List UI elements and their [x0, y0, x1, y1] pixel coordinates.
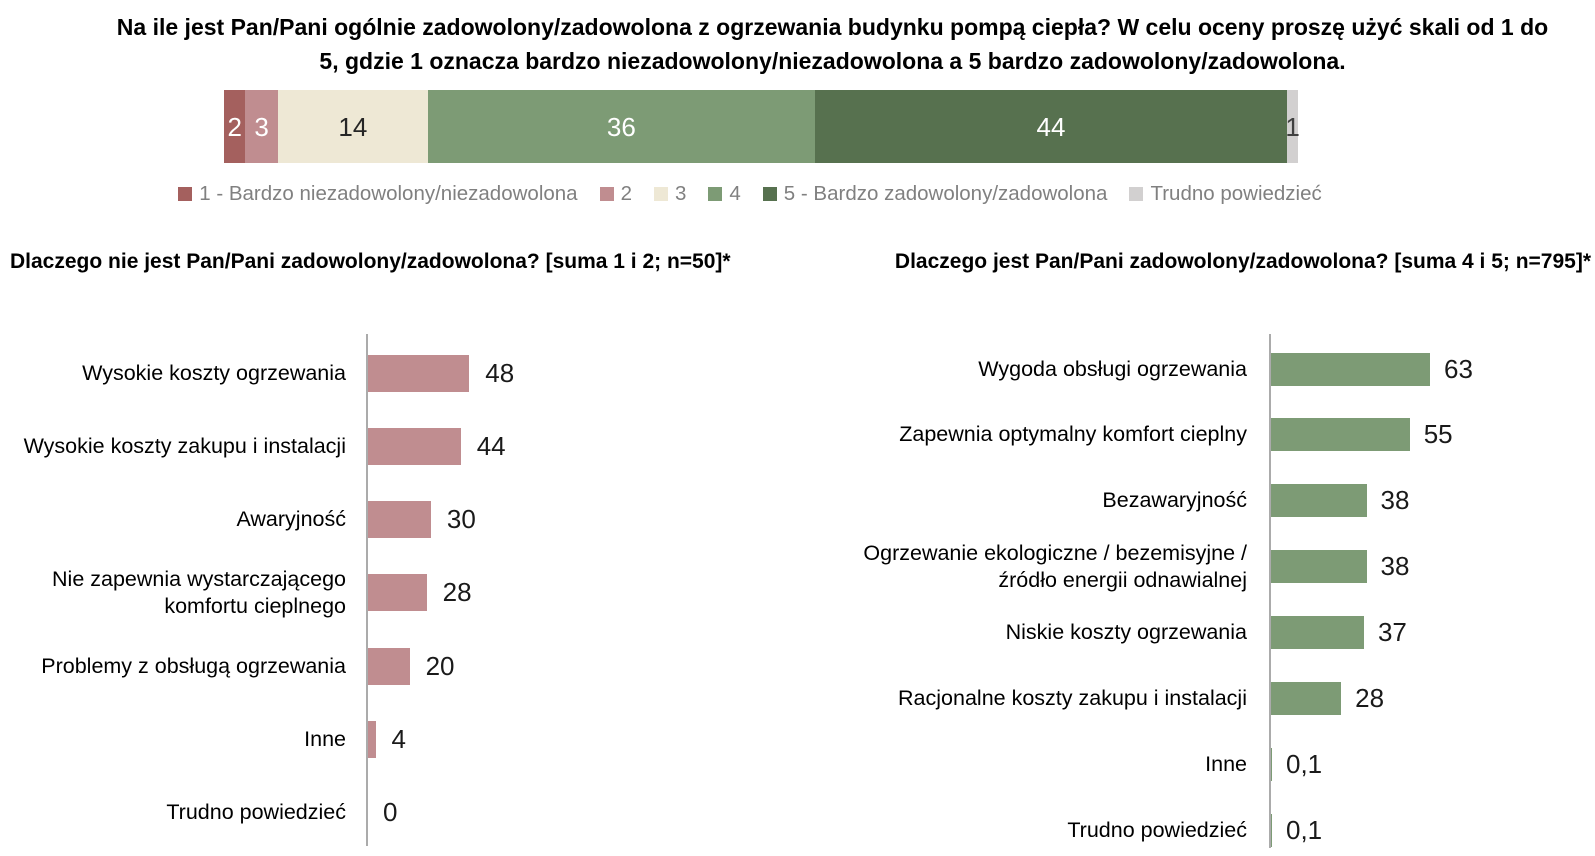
legend-swatch [1129, 187, 1144, 201]
value-label: 38 [1380, 551, 1410, 582]
category-label: Zapewnia optymalny komfort cieplny [899, 422, 1247, 447]
legend-swatch [653, 187, 668, 201]
legend-label: Trudno powiedzieć [1150, 182, 1322, 205]
legend-item: Trudno powiedzieć [1129, 182, 1322, 206]
value-label: 55 [1423, 419, 1453, 450]
y-axis-line [366, 334, 368, 846]
bar-row: Ogrzewanie ekologiczne / bezemisyjne / ź… [0, 535, 1595, 599]
bar [1270, 418, 1410, 452]
legend-item: 5 - Bardzo zadowolony/zadowolona [762, 182, 1108, 206]
value-label: 0,1 [1286, 748, 1323, 779]
bar-row: Trudno powiedzieć 0,1 [0, 798, 1595, 856]
legend-label: 4 [729, 182, 741, 205]
value-label: 37 [1377, 617, 1407, 648]
value-label: 38 [1380, 485, 1410, 516]
bar [367, 647, 410, 685]
bar-row: Nie zapewnia wystarczającego komfortu ci… [0, 557, 1595, 629]
y-axis-line [1269, 334, 1271, 848]
segment-value-label: 1 [1285, 111, 1300, 142]
value-label: 28 [1355, 683, 1385, 713]
legend-swatch [708, 187, 723, 201]
bar [367, 354, 470, 392]
bar [1270, 616, 1364, 650]
legend-label: 3 [674, 182, 687, 205]
bar [1270, 747, 1272, 781]
value-label: 30 [446, 504, 476, 535]
category-label: Racjonalne koszty zakupu i instalacji [898, 686, 1247, 711]
legend-label: 1 - Bardzo niezadowolony/niezadowolona [199, 182, 578, 205]
stacked-segment: 2 [224, 90, 246, 163]
legend-label: 2 [620, 182, 632, 205]
legend-swatch [178, 187, 193, 201]
category-label: Bezawaryjność [1102, 488, 1247, 513]
category-label: Inne [304, 727, 346, 752]
legend-label: 5 - Bardzo zadowolony/zadowolona [783, 182, 1108, 205]
value-label: 4 [391, 724, 406, 754]
segment-value-label: 36 [606, 111, 636, 142]
bar-row: Niskie koszty ogrzewania 37 [0, 601, 1595, 665]
legend-item: 4 [708, 182, 741, 206]
value-label: 28 [442, 577, 472, 608]
legend-item: 3 [653, 182, 687, 206]
stacked-segment: 36 [428, 90, 815, 163]
bar-row: Trudno powiedzieć 0 [0, 777, 1595, 849]
category-label: Trudno powiedzieć [1067, 817, 1247, 842]
category-label: Trudno powiedzieć [166, 800, 346, 825]
left-chart-title: Dlaczego nie jest Pan/Pani zadowolony/za… [10, 250, 731, 273]
bar-row: Racjonalne koszty zakupu i instalacji 28 [0, 667, 1595, 731]
category-label: Wygoda obsługi ogrzewania [978, 356, 1247, 381]
category-label: Problemy z obsługą ogrzewania [41, 653, 346, 678]
legend-item: 1 - Bardzo niezadowolony/niezadowolona [178, 182, 578, 206]
bar [367, 721, 376, 758]
bar-row: Awaryjność 30 [0, 484, 1595, 556]
right-chart-title: Dlaczego jest Pan/Pani zadowolony/zadowo… [894, 250, 1591, 273]
legend-item: 2 [599, 182, 632, 206]
main-title: Na ile jest Pan/Pani ogólnie zadowolony/… [116, 14, 1549, 74]
bar-row: Wysokie koszty ogrzewania 48 [0, 337, 1595, 409]
value-label: 0 [383, 797, 398, 828]
legend-swatch [599, 187, 614, 201]
stacked-segment: 3 [245, 90, 278, 163]
value-label: 44 [476, 430, 506, 461]
bar-row: Inne 0,1 [0, 732, 1595, 796]
bar [367, 427, 461, 465]
bar [1270, 484, 1367, 518]
bar-row: Zapewnia optymalny komfort cieplny 55 [0, 403, 1595, 467]
category-label: Awaryjność [236, 507, 346, 532]
category-label: Wysokie koszty zakupu i instalacji [23, 433, 346, 458]
segment-value-label: 14 [338, 111, 368, 142]
stacked-segment: 14 [277, 90, 429, 163]
stacked-bar-chart: 2 3 14 36 44 1 [224, 90, 1300, 163]
bar-row: Bezawaryjność 38 [0, 469, 1595, 533]
stacked-segment: 44 [814, 90, 1288, 163]
bar [1270, 813, 1272, 847]
bar [367, 574, 427, 612]
bar [1270, 352, 1431, 386]
value-label: 20 [425, 650, 455, 681]
segment-value-label: 44 [1036, 111, 1066, 142]
bar-row: Wysokie koszty zakupu i instalacji 44 [0, 410, 1595, 482]
value-label: 48 [485, 357, 515, 388]
bar-row: Inne 4 [0, 704, 1595, 776]
category-label: Niskie koszty ogrzewania [1005, 620, 1247, 645]
category-label: Wysokie koszty ogrzewania [82, 360, 346, 385]
category-label: Inne [1205, 751, 1247, 776]
segment-value-label: 2 [227, 111, 242, 142]
value-label: 0,1 [1286, 814, 1323, 845]
legend-swatch [762, 187, 777, 201]
bar-row: Wygoda obsługi ogrzewania 63 [0, 337, 1595, 401]
bar [1270, 682, 1342, 715]
segment-value-label: 3 [254, 111, 269, 142]
bar [367, 501, 431, 539]
bar [1270, 550, 1367, 584]
stacked-segment: 1 [1285, 90, 1300, 163]
bar-row: Problemy z obsługą ogrzewania 20 [0, 630, 1595, 702]
chart-legend: 1 - Bardzo niezadowolony/niezadowolona 2 3… [60, 180, 1440, 208]
category-label: Ogrzewanie ekologiczne / bezemisyjne / ź… [863, 540, 1247, 592]
value-label: 63 [1444, 353, 1473, 384]
category-label: Nie zapewnia wystarczającego komfortu ci… [52, 567, 346, 618]
